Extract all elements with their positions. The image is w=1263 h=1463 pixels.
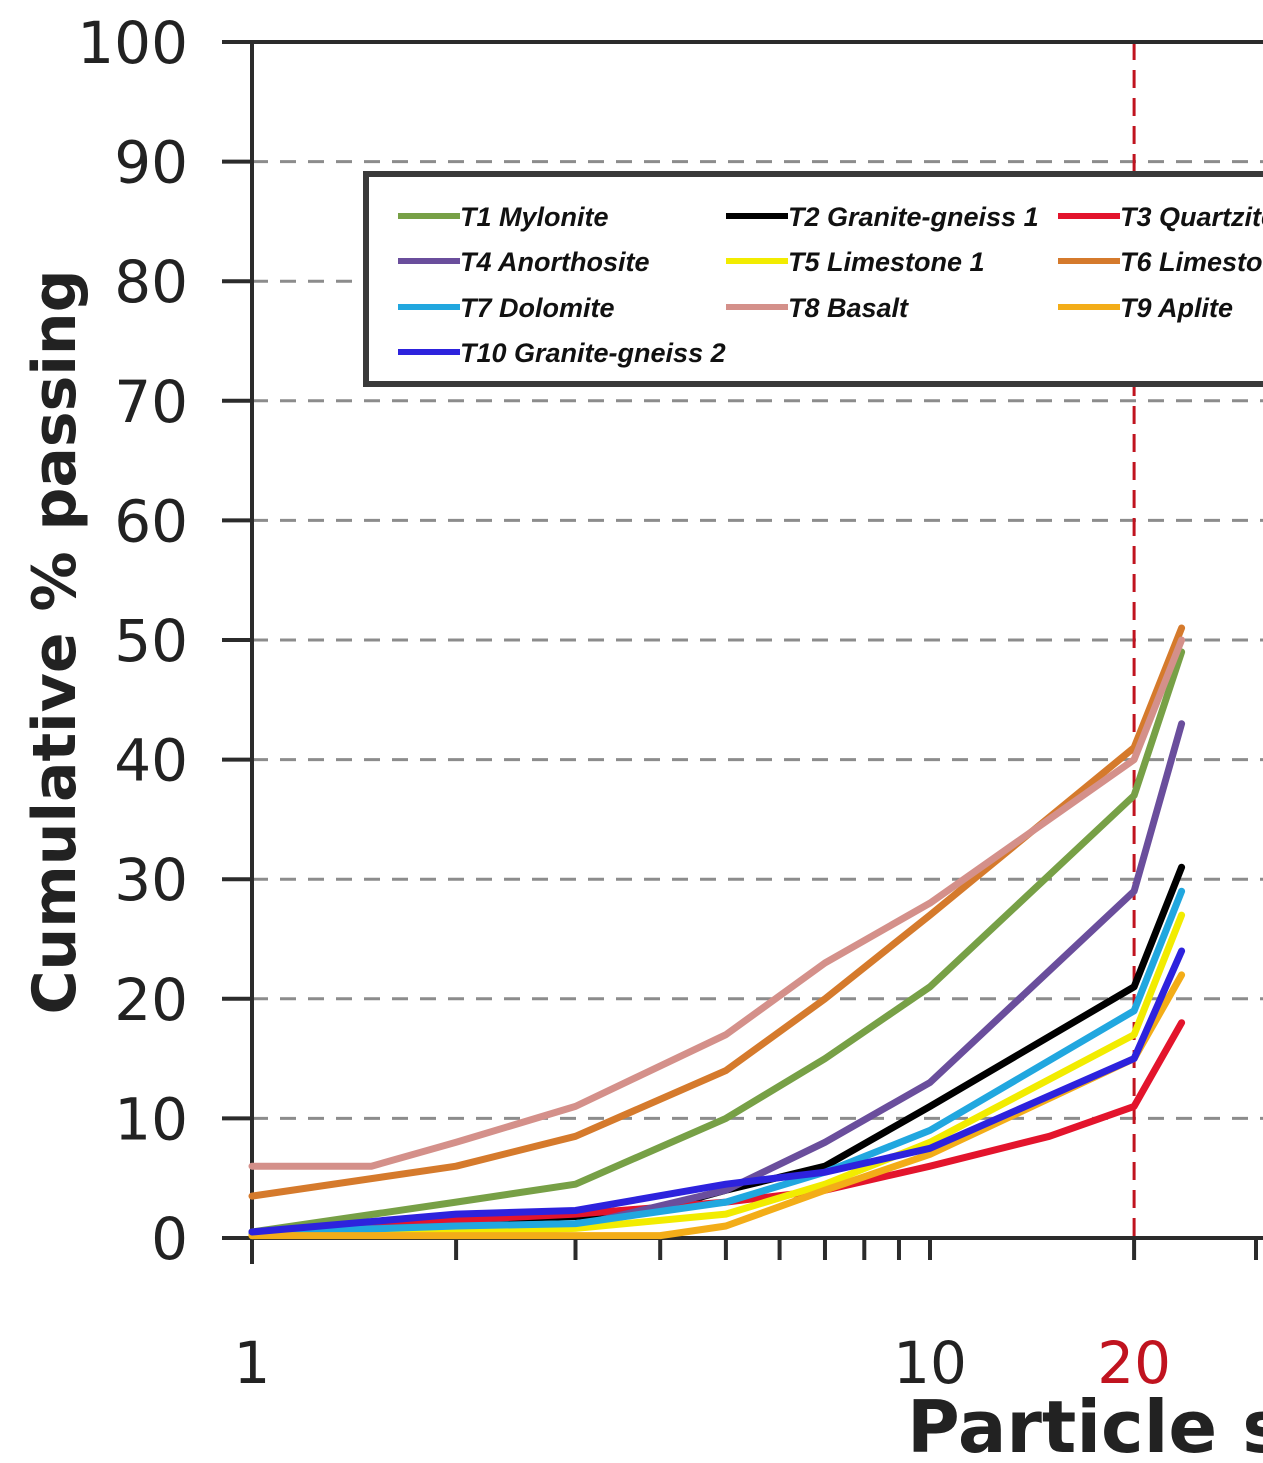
legend-box bbox=[363, 171, 1263, 387]
y-tick-label: 20 bbox=[114, 966, 188, 1034]
series-line bbox=[248, 911, 1186, 1240]
series-line bbox=[248, 887, 1186, 1237]
legend-label: T7 Dolomite bbox=[460, 293, 615, 323]
y-tick-label: 90 bbox=[114, 129, 188, 197]
y-tick-label: 100 bbox=[77, 9, 188, 77]
y-tick-label: 50 bbox=[114, 607, 188, 675]
y-tick-label: 10 bbox=[114, 1085, 188, 1153]
y-tick-label: 0 bbox=[151, 1205, 188, 1273]
legend-label: T3 Quartzite bbox=[1120, 202, 1263, 232]
series-line bbox=[248, 624, 1186, 1200]
series-line bbox=[248, 947, 1186, 1236]
legend-label: T2 Granite-gneiss 1 bbox=[788, 202, 1039, 232]
series-line bbox=[248, 971, 1186, 1240]
series-lines bbox=[248, 624, 1186, 1240]
y-tick-label: 70 bbox=[114, 368, 188, 436]
y-axis-title: Cumulative % passing bbox=[20, 269, 90, 1014]
x-tick-label: 10 bbox=[893, 1329, 967, 1397]
legend-label: T9 Aplite bbox=[1120, 293, 1233, 323]
y-tick-label: 60 bbox=[114, 487, 188, 555]
x-tick-label: 1 bbox=[234, 1329, 271, 1397]
series-line bbox=[248, 720, 1186, 1236]
y-tick-label: 40 bbox=[114, 727, 188, 795]
gridlines bbox=[252, 160, 1263, 1120]
x-tick-label: 20 bbox=[1097, 1329, 1171, 1397]
series-line bbox=[248, 636, 1186, 1170]
legend-label: T5 Limestone 1 bbox=[788, 247, 985, 277]
legend: T1 Mylonite T2 Granite-gneiss 1 T3 Quartzi… bbox=[363, 171, 1263, 387]
legend-label: T6 Limestone bbox=[1120, 247, 1263, 277]
series-line bbox=[248, 648, 1186, 1236]
legend-label: T10 Granite-gneiss 2 bbox=[460, 338, 726, 368]
x-axis-title: Particle si bbox=[907, 1385, 1263, 1463]
legend-label: T8 Basalt bbox=[788, 293, 909, 323]
legend-label: T4 Anorthosite bbox=[460, 247, 650, 277]
y-tick-label: 30 bbox=[114, 846, 188, 914]
legend-label: T1 Mylonite bbox=[460, 202, 609, 232]
y-tick-label: 80 bbox=[114, 248, 188, 316]
